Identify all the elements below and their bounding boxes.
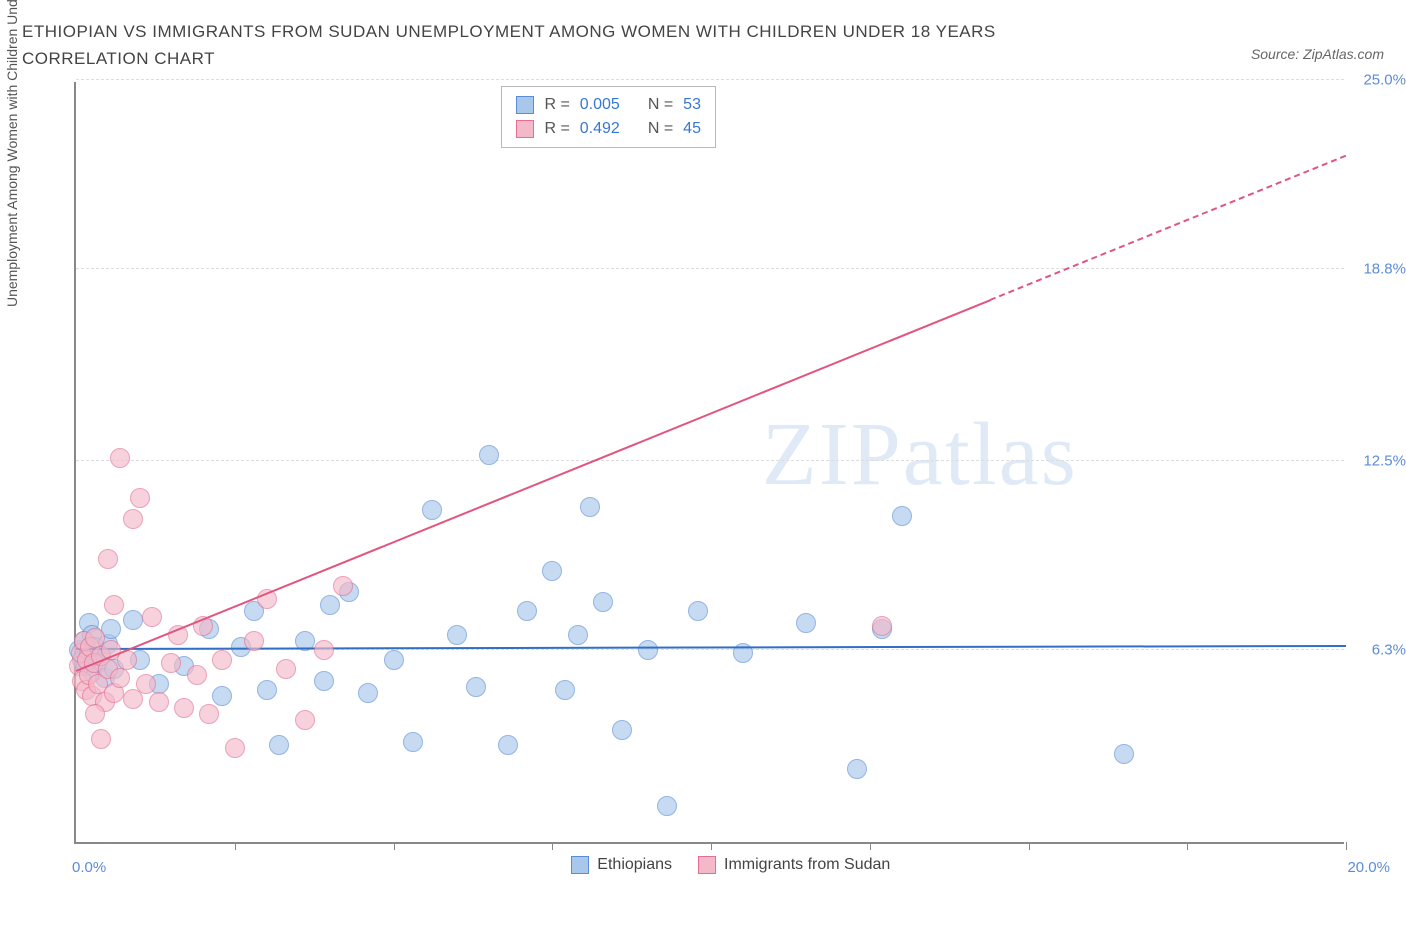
x-max-label: 20.0% (1347, 859, 1390, 876)
data-point (542, 561, 562, 581)
data-point (568, 625, 588, 645)
data-point (123, 509, 143, 529)
x-tick (235, 842, 236, 850)
stats-n-label: N = (648, 93, 673, 117)
data-point (638, 640, 658, 660)
stats-row: R = 0.005 N = 53 (516, 93, 701, 117)
data-point (161, 653, 181, 673)
stats-r-value: 0.005 (580, 93, 620, 117)
y-tick-label: 25.0% (1363, 72, 1406, 89)
watermark: ZIPatlas (762, 403, 1078, 506)
data-point (225, 738, 245, 758)
gridline (76, 79, 1344, 80)
legend-swatch (516, 120, 534, 138)
x-tick (1346, 842, 1347, 850)
legend-item: Immigrants from Sudan (698, 856, 890, 874)
x-tick (870, 842, 871, 850)
data-point (314, 671, 334, 691)
data-point (612, 720, 632, 740)
legend-swatch (516, 96, 534, 114)
data-point (212, 650, 232, 670)
data-point (447, 625, 467, 645)
data-point (688, 601, 708, 621)
data-point (657, 796, 677, 816)
source-label: Source: ZipAtlas.com (1251, 46, 1384, 62)
data-point (104, 595, 124, 615)
data-point (479, 445, 499, 465)
chart-title: ETHIOPIAN VS IMMIGRANTS FROM SUDAN UNEMP… (22, 18, 1122, 72)
y-tick-label: 18.8% (1363, 261, 1406, 278)
data-point (872, 616, 892, 636)
data-point (257, 680, 277, 700)
x-tick (711, 842, 712, 850)
gridline (76, 268, 1344, 269)
chart-container: Unemployment Among Women with Children U… (22, 82, 1384, 894)
legend-swatch (571, 856, 589, 874)
stats-r-label: R = (544, 117, 569, 141)
stats-n-value: 45 (683, 117, 701, 141)
data-point (1114, 744, 1134, 764)
series-legend: Ethiopians Immigrants from Sudan (571, 856, 890, 874)
data-point (333, 576, 353, 596)
data-point (110, 668, 130, 688)
legend-item: Ethiopians (571, 856, 672, 874)
data-point (796, 613, 816, 633)
data-point (314, 640, 334, 660)
data-point (295, 710, 315, 730)
data-point (847, 759, 867, 779)
gridline (76, 460, 1344, 461)
data-point (593, 592, 613, 612)
x-min-label: 0.0% (72, 859, 106, 876)
stats-n-label: N = (648, 117, 673, 141)
stats-row: R = 0.492 N = 45 (516, 117, 701, 141)
data-point (130, 488, 150, 508)
legend-label: Ethiopians (597, 856, 672, 874)
data-point (212, 686, 232, 706)
data-point (244, 631, 264, 651)
trend-line-extrapolated (990, 155, 1346, 301)
data-point (320, 595, 340, 615)
y-tick-label: 6.3% (1372, 642, 1406, 659)
x-tick (1029, 842, 1030, 850)
data-point (187, 665, 207, 685)
y-tick-label: 12.5% (1363, 453, 1406, 470)
data-point (555, 680, 575, 700)
legend-swatch (698, 856, 716, 874)
data-point (403, 732, 423, 752)
scatter-plot: ZIPatlas 6.3%12.5%18.8%25.0%0.0%20.0%R =… (74, 82, 1344, 844)
legend-label: Immigrants from Sudan (724, 856, 890, 874)
x-tick (552, 842, 553, 850)
data-point (149, 692, 169, 712)
data-point (422, 500, 442, 520)
data-point (85, 704, 105, 724)
data-point (110, 448, 130, 468)
data-point (98, 549, 118, 569)
data-point (91, 729, 111, 749)
data-point (580, 497, 600, 517)
stats-r-label: R = (544, 93, 569, 117)
stats-n-value: 53 (683, 93, 701, 117)
stats-r-value: 0.492 (580, 117, 620, 141)
stats-legend-box: R = 0.005 N = 53 R = 0.492 N = 45 (501, 86, 716, 148)
data-point (123, 610, 143, 630)
data-point (199, 704, 219, 724)
y-axis-label: Unemployment Among Women with Children U… (4, 0, 20, 307)
data-point (276, 659, 296, 679)
x-tick (1187, 842, 1188, 850)
data-point (466, 677, 486, 697)
data-point (892, 506, 912, 526)
x-tick (394, 842, 395, 850)
data-point (142, 607, 162, 627)
data-point (269, 735, 289, 755)
data-point (136, 674, 156, 694)
data-point (174, 698, 194, 718)
data-point (358, 683, 378, 703)
data-point (498, 735, 518, 755)
data-point (384, 650, 404, 670)
data-point (517, 601, 537, 621)
